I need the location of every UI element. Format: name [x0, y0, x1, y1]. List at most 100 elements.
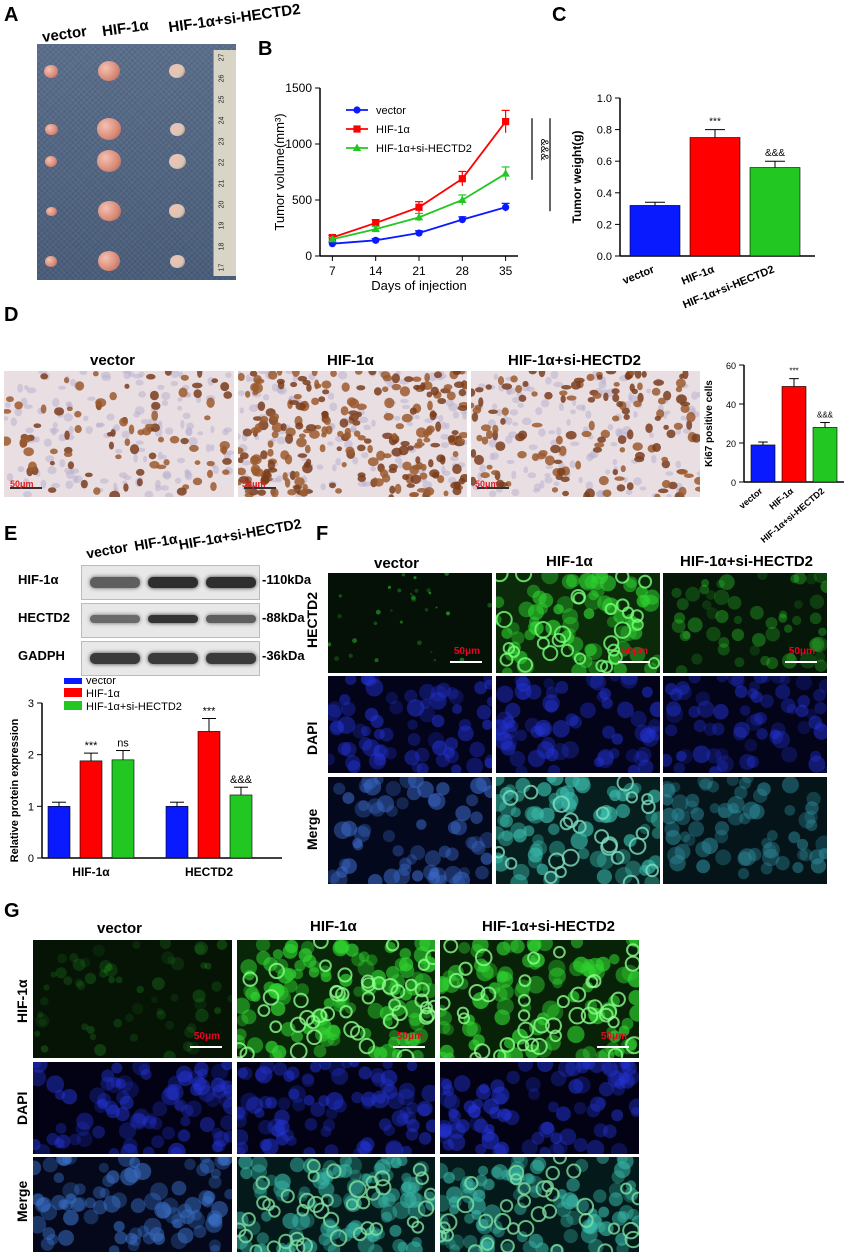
cell-ring	[628, 837, 647, 855]
hematoxylin-nucleus	[210, 444, 215, 452]
cell-nucleus	[531, 840, 547, 857]
cell-ring	[374, 1170, 391, 1187]
cell-nucleus	[665, 682, 678, 696]
cell-nucleus	[474, 681, 488, 695]
hematoxylin-nucleus	[576, 404, 585, 411]
cell-nucleus	[742, 801, 761, 820]
cell-ring	[288, 1239, 306, 1252]
cell-nucleus	[83, 1209, 99, 1225]
cell-nucleus	[707, 780, 720, 793]
cell-ring	[576, 1197, 595, 1216]
cell-nucleus	[167, 1075, 183, 1091]
cell-nucleus	[86, 1025, 95, 1034]
cell-nucleus	[417, 781, 434, 798]
fluorescence-texture	[328, 573, 492, 673]
ki67-positive-nucleus	[84, 472, 93, 478]
cell-nucleus	[53, 1172, 65, 1184]
cell-nucleus	[611, 1211, 627, 1227]
hematoxylin-nucleus	[605, 469, 611, 475]
cell-nucleus	[492, 1164, 508, 1180]
cell-nucleus	[697, 700, 715, 718]
cell-nucleus	[598, 1206, 610, 1218]
cell-ring	[257, 1004, 271, 1017]
ki67-positive-nucleus	[197, 371, 203, 378]
cell-nucleus	[515, 765, 528, 773]
cell-nucleus	[379, 727, 394, 742]
fluorescence-scale-bar	[597, 1046, 629, 1048]
cell-nucleus	[797, 695, 810, 708]
cell-ring	[610, 991, 626, 1007]
cell-ring	[339, 1005, 353, 1019]
hematoxylin-nucleus	[164, 427, 174, 435]
ki67-positive-nucleus	[673, 422, 683, 430]
cell-nucleus	[435, 874, 447, 884]
blot-band	[206, 653, 256, 664]
data-point	[502, 203, 510, 211]
cell-nucleus	[598, 1081, 614, 1097]
cell-nucleus	[195, 944, 206, 955]
cell-ring	[329, 985, 346, 1002]
ki67-positive-nucleus	[676, 394, 687, 404]
cell-nucleus	[475, 865, 489, 880]
hematoxylin-nucleus	[186, 392, 192, 398]
ruler-tick-label: 24	[218, 116, 226, 125]
cell-nucleus	[171, 957, 185, 971]
cell-nucleus	[273, 1062, 288, 1076]
cell-nucleus	[332, 1164, 347, 1179]
bar	[750, 444, 776, 483]
cell-nucleus	[150, 996, 158, 1004]
ki67-positive-nucleus	[680, 404, 690, 414]
cell-nucleus	[84, 1197, 96, 1209]
cell-nucleus	[345, 943, 359, 957]
ki67-positive-nucleus	[311, 371, 318, 377]
ki67-positive-nucleus	[424, 487, 435, 496]
cell-nucleus	[261, 1138, 279, 1154]
ki67-positive-nucleus	[592, 446, 603, 453]
cell-nucleus	[440, 976, 450, 992]
hematoxylin-nucleus	[99, 478, 109, 484]
cell-ring	[615, 573, 630, 584]
hematoxylin-nucleus	[697, 391, 700, 398]
panel-g-row-merge: Merge	[14, 1180, 30, 1222]
ki67-positive-nucleus	[413, 444, 423, 449]
cell-ring	[560, 643, 575, 658]
cell-nucleus	[502, 1242, 514, 1252]
cell-ring	[496, 610, 513, 629]
cell-nucleus	[333, 1099, 347, 1113]
cell-nucleus	[74, 978, 84, 988]
ki67-positive-nucleus	[614, 476, 625, 481]
ki67-positive-nucleus	[115, 454, 122, 460]
cell-nucleus	[56, 1134, 71, 1149]
fluorescence-texture	[237, 1157, 435, 1252]
cell-ring	[424, 1187, 435, 1201]
cell-nucleus	[593, 1189, 607, 1203]
ki67-positive-nucleus	[74, 425, 82, 434]
cell-nucleus	[772, 730, 790, 749]
ki67-positive-nucleus	[626, 429, 634, 440]
cell-nucleus	[795, 704, 809, 718]
cell-nucleus	[239, 1240, 253, 1252]
cell-nucleus	[727, 796, 745, 814]
cell-nucleus	[531, 1131, 545, 1145]
ki67-positive-nucleus	[654, 415, 662, 421]
hematoxylin-nucleus	[517, 402, 524, 408]
cell-nucleus	[814, 702, 827, 715]
fluorescence-image	[328, 777, 492, 884]
hematoxylin-nucleus	[177, 405, 183, 411]
ihc-texture	[238, 371, 467, 497]
ki67-positive-nucleus	[653, 379, 665, 386]
cell-ring	[468, 983, 486, 1001]
cell-nucleus	[693, 719, 707, 733]
cell-nucleus	[726, 676, 745, 686]
ki67-positive-nucleus	[322, 389, 330, 395]
fluorescence-scale-bar	[393, 1046, 425, 1048]
cell-ring	[440, 1228, 454, 1242]
ruler-tick-label: 25	[218, 95, 226, 104]
cell-nucleus	[360, 726, 371, 737]
cell-nucleus	[291, 1030, 304, 1043]
ki67-positive-nucleus	[435, 421, 442, 432]
cell-nucleus	[781, 746, 798, 763]
ki67-positive-nucleus	[481, 436, 489, 445]
cell-nucleus	[34, 1197, 50, 1213]
ki67-positive-nucleus	[357, 435, 366, 441]
